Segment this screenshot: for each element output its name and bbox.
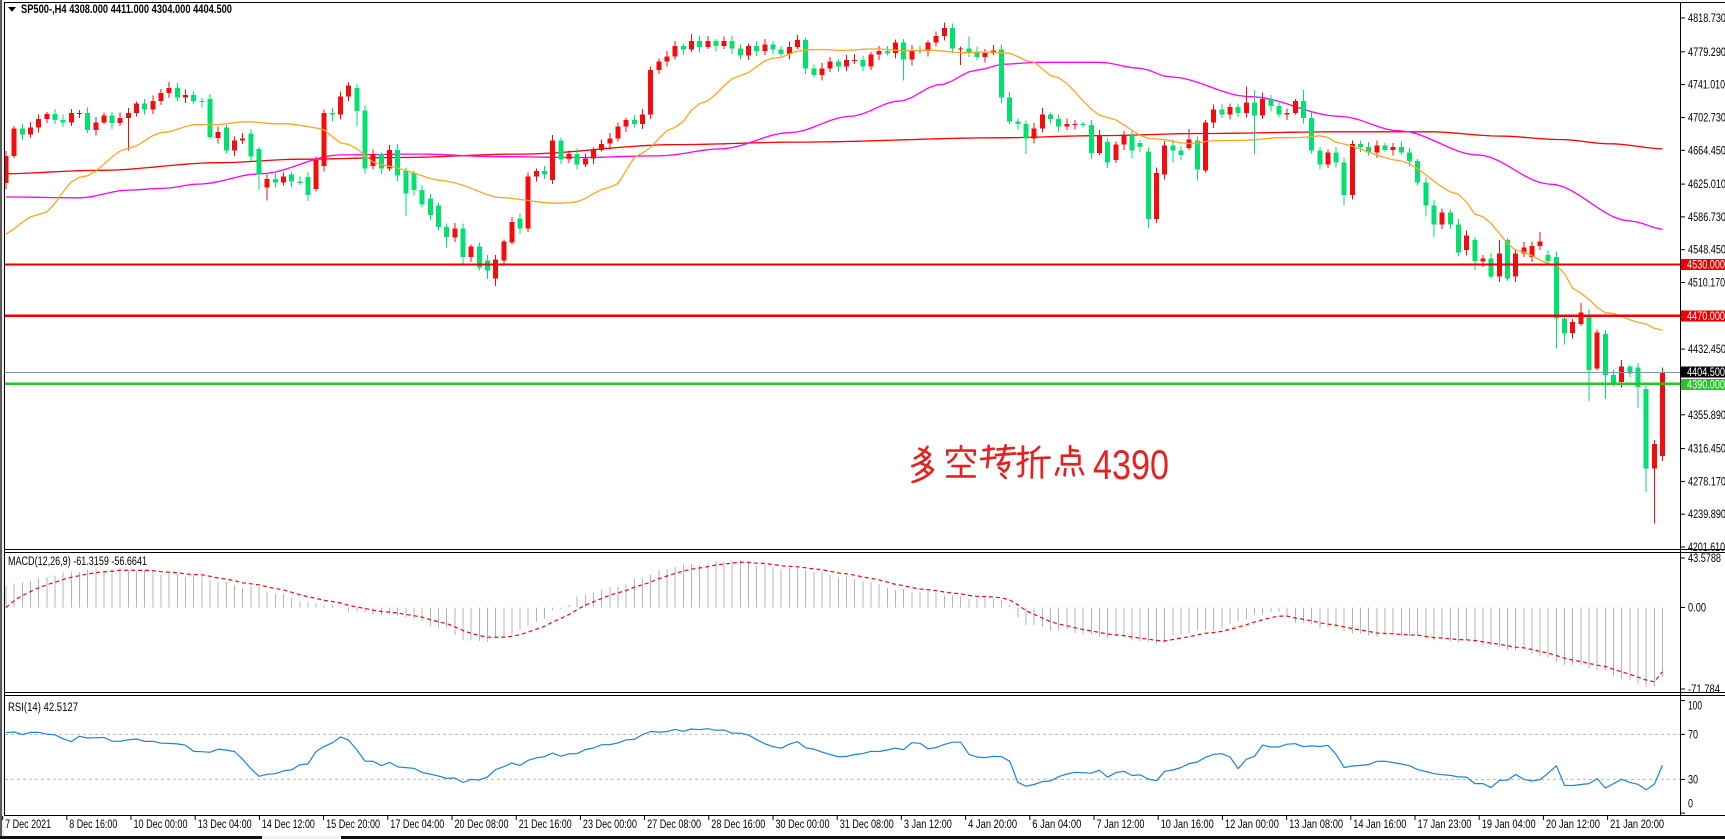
svg-text:4510.170: 4510.170 (1688, 278, 1725, 290)
svg-text:4702.730: 4702.730 (1688, 112, 1725, 124)
svg-text:30: 30 (1688, 774, 1698, 786)
svg-text:12 Jan 00:00: 12 Jan 00:00 (1225, 819, 1279, 831)
svg-text:4530.000: 4530.000 (1687, 259, 1725, 271)
svg-text:4239.890: 4239.890 (1688, 509, 1725, 521)
svg-text:27 Dec 08:00: 27 Dec 08:00 (647, 819, 701, 831)
svg-text:28 Dec 16:00: 28 Dec 16:00 (711, 819, 765, 831)
svg-text:4355.890: 4355.890 (1688, 410, 1725, 422)
svg-text:14 Jan 16:00: 14 Jan 16:00 (1353, 819, 1406, 831)
svg-text:13 Dec 04:00: 13 Dec 04:00 (198, 819, 252, 831)
svg-text:8 Dec 16:00: 8 Dec 16:00 (69, 819, 117, 831)
svg-text:4404.500: 4404.500 (1687, 367, 1725, 379)
svg-text:4201.610: 4201.610 (1688, 542, 1725, 554)
svg-text:10 Dec 00:00: 10 Dec 00:00 (134, 819, 188, 831)
svg-text:7 Dec 2021: 7 Dec 2021 (5, 819, 51, 831)
svg-text:21 Jan 20:00: 21 Jan 20:00 (1610, 819, 1664, 831)
svg-text:4470.000: 4470.000 (1687, 311, 1725, 323)
svg-text:70: 70 (1688, 729, 1698, 741)
svg-text:6 Jan 04:00: 6 Jan 04:00 (1032, 819, 1081, 831)
svg-text:0: 0 (1688, 799, 1693, 811)
svg-text:4390.000: 4390.000 (1687, 379, 1725, 391)
svg-text:13 Jan 08:00: 13 Jan 08:00 (1289, 819, 1343, 831)
svg-text:20 Jan 12:00: 20 Jan 12:00 (1546, 819, 1600, 831)
svg-text:17 Dec 04:00: 17 Dec 04:00 (390, 819, 444, 831)
svg-text:4 Jan 20:00: 4 Jan 20:00 (968, 819, 1017, 831)
svg-text:4625.010: 4625.010 (1688, 179, 1725, 191)
svg-text:4779.290: 4779.290 (1688, 47, 1725, 59)
svg-text:30 Dec 00:00: 30 Dec 00:00 (776, 819, 830, 831)
svg-text:15 Dec 20:00: 15 Dec 20:00 (326, 819, 380, 831)
svg-text:20 Dec 08:00: 20 Dec 08:00 (455, 819, 509, 831)
svg-text:4741.010: 4741.010 (1688, 80, 1725, 92)
svg-text:14 Dec 12:00: 14 Dec 12:00 (262, 819, 315, 831)
svg-text:RSI(14) 42.5127: RSI(14) 42.5127 (8, 702, 78, 714)
svg-text:100: 100 (1688, 701, 1702, 713)
svg-text:4432.450: 4432.450 (1688, 344, 1725, 356)
svg-text:17 Jan 23:00: 17 Jan 23:00 (1418, 819, 1472, 831)
svg-text:4586.730: 4586.730 (1688, 212, 1725, 224)
svg-text:4548.450: 4548.450 (1688, 245, 1725, 257)
svg-text:4278.170: 4278.170 (1688, 476, 1725, 488)
svg-text:43.5788: 43.5788 (1688, 553, 1721, 565)
svg-text:4316.450: 4316.450 (1688, 444, 1725, 456)
svg-text:-71.784: -71.784 (1688, 684, 1720, 696)
svg-text:7 Jan 12:00: 7 Jan 12:00 (1097, 819, 1145, 831)
svg-text:19 Jan 04:00: 19 Jan 04:00 (1482, 819, 1536, 831)
svg-text:21 Dec 16:00: 21 Dec 16:00 (519, 819, 572, 831)
svg-text:0.00: 0.00 (1688, 603, 1706, 615)
svg-text:10 Jan 16:00: 10 Jan 16:00 (1161, 819, 1214, 831)
svg-text:4664.450: 4664.450 (1688, 145, 1725, 157)
svg-text:4818.730: 4818.730 (1688, 13, 1725, 25)
svg-text:3 Jan 12:00: 3 Jan 12:00 (904, 819, 952, 831)
svg-text:4390: 4390 (1093, 441, 1169, 488)
svg-text:23 Dec 00:00: 23 Dec 00:00 (583, 819, 637, 831)
svg-text:31 Dec 08:00: 31 Dec 08:00 (840, 819, 894, 831)
svg-text:SP500-,H4 4308.000 4411.000 4: SP500-,H4 4308.000 4411.000 4304.000 440… (21, 4, 232, 16)
svg-text:MACD(12,26,9) -61.3159 -56.664: MACD(12,26,9) -61.3159 -56.6641 (8, 556, 147, 568)
